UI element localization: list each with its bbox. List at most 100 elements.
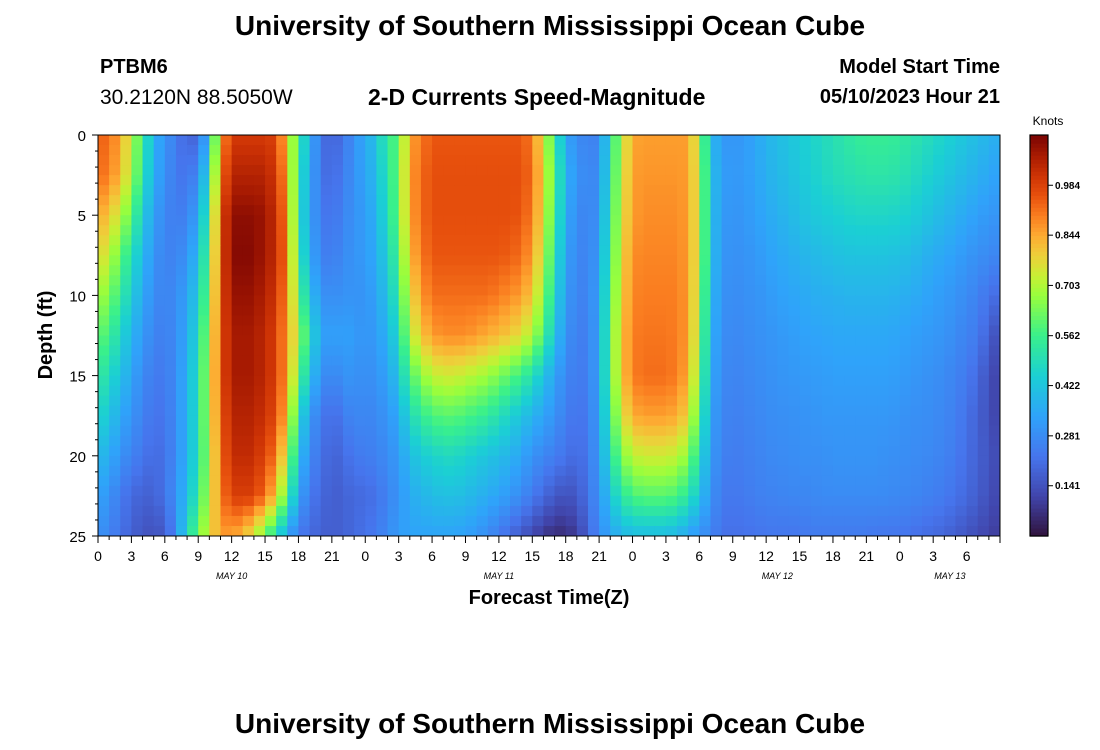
heatmap-cell <box>510 345 522 357</box>
heatmap-cell <box>922 445 934 457</box>
heatmap-cell <box>532 335 545 347</box>
heatmap-cell <box>487 245 500 256</box>
heatmap-cell <box>654 385 667 397</box>
heatmap-cell <box>465 405 478 417</box>
heatmap-cell <box>721 355 734 367</box>
heatmap-cell <box>521 185 533 196</box>
heatmap-cell <box>955 245 968 256</box>
heatmap-cell <box>109 355 121 367</box>
heatmap-cell <box>699 335 712 347</box>
heatmap-cell <box>231 195 244 206</box>
heatmap-cell <box>309 345 322 357</box>
heatmap-cell <box>910 205 923 216</box>
heatmap-cell <box>298 275 311 286</box>
heatmap-cell <box>342 485 355 497</box>
heatmap-cell <box>755 515 767 527</box>
heatmap-cell <box>688 425 700 437</box>
heatmap-cell <box>120 265 133 276</box>
heatmap-cell <box>365 165 377 176</box>
heatmap-cell <box>866 315 879 327</box>
heatmap-cell <box>766 145 778 156</box>
heatmap-cell <box>376 315 389 327</box>
heatmap-cell <box>988 525 1000 536</box>
heatmap-cell <box>832 515 845 527</box>
heatmap-cell <box>532 465 545 477</box>
heatmap-cell <box>164 285 177 296</box>
heatmap-cell <box>710 335 723 347</box>
heatmap-cell <box>198 235 210 246</box>
heatmap-cell <box>888 165 901 176</box>
heatmap-cell <box>643 325 656 337</box>
heatmap-cell <box>532 285 545 296</box>
heatmap-cell <box>198 495 210 507</box>
heatmap-cell <box>866 165 879 176</box>
heatmap-cell <box>510 365 522 377</box>
heatmap-cell <box>643 155 656 166</box>
heatmap-cell <box>387 455 400 467</box>
heatmap-cell <box>610 445 622 457</box>
heatmap-cell <box>777 405 790 417</box>
heatmap-cell <box>543 255 556 266</box>
heatmap-cell <box>242 245 255 256</box>
heatmap-cell <box>420 475 433 487</box>
heatmap-cell <box>487 285 500 296</box>
heatmap-cell <box>510 275 522 286</box>
heatmap-cell <box>498 165 511 176</box>
heatmap-cell <box>565 455 578 467</box>
heatmap-cell <box>265 185 277 196</box>
heatmap-cell <box>276 505 288 517</box>
heatmap-cell <box>164 185 177 196</box>
heatmap-cell <box>777 365 790 377</box>
heatmap-cell <box>510 405 522 417</box>
heatmap-cell <box>587 335 600 347</box>
heatmap-cell <box>721 255 734 266</box>
heatmap-cell <box>966 515 979 527</box>
heatmap-cell <box>855 385 867 397</box>
colorbar-title: Knots <box>1033 114 1064 128</box>
heatmap-cell <box>276 425 288 437</box>
heatmap-cell <box>443 435 455 447</box>
heatmap-cell <box>944 345 957 357</box>
heatmap-cell <box>788 385 801 397</box>
x-tick-label: 0 <box>94 548 102 564</box>
heatmap-cell <box>276 205 288 216</box>
heatmap-cell <box>131 155 144 166</box>
heatmap-cell <box>866 425 879 437</box>
heatmap-cell <box>287 295 300 307</box>
heatmap-cell <box>922 415 934 427</box>
heatmap-cell <box>899 525 912 536</box>
heatmap-cell <box>877 215 890 226</box>
heatmap-cell <box>287 485 300 497</box>
heatmap-cell <box>755 475 767 487</box>
heatmap-cell <box>832 165 845 176</box>
heatmap-cell <box>721 415 734 427</box>
heatmap-cell <box>922 505 934 517</box>
heatmap-cell <box>721 395 734 407</box>
heatmap-cell <box>777 515 790 527</box>
heatmap-cell <box>398 525 411 536</box>
heatmap-cell <box>331 205 344 216</box>
heatmap-cell <box>365 185 377 196</box>
heatmap-cell <box>899 305 912 317</box>
heatmap-cell <box>342 245 355 256</box>
heatmap-cell <box>832 135 845 146</box>
heatmap-cell <box>131 465 144 477</box>
heatmap-cell <box>331 335 344 347</box>
heatmap-cell <box>109 225 121 236</box>
heatmap-cell <box>599 505 611 517</box>
heatmap-cell <box>610 355 622 367</box>
heatmap-cell <box>164 215 177 226</box>
heatmap-cell <box>443 245 455 256</box>
heatmap-cell <box>721 515 734 527</box>
heatmap-cell <box>565 265 578 276</box>
colorbar-segment <box>1030 463 1048 469</box>
heatmap-cell <box>242 525 255 536</box>
heatmap-cell <box>632 415 645 427</box>
heatmap-cell <box>955 175 968 186</box>
heatmap-cell <box>988 435 1000 447</box>
heatmap-cell <box>242 285 255 296</box>
heatmap-cell <box>877 135 890 146</box>
heatmap-cell <box>922 405 934 417</box>
heatmap-cell <box>220 365 233 377</box>
